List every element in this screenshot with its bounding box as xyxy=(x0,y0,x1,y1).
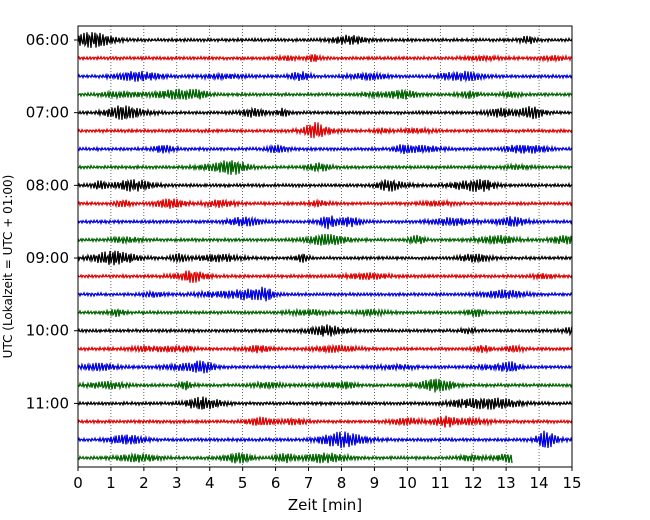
y-tick-label: 09:00 xyxy=(26,249,69,267)
seismogram-trace xyxy=(77,324,573,337)
seismogram-trace xyxy=(77,343,573,355)
seismogram-trace xyxy=(77,122,573,139)
x-tick-label: 3 xyxy=(172,474,182,492)
seismogram-trace xyxy=(77,88,573,101)
seismogram-trace xyxy=(77,286,573,302)
x-tick-label: 12 xyxy=(464,474,483,492)
seismogram-trace xyxy=(77,270,573,283)
seismogram-trace xyxy=(77,32,573,48)
x-tick-label: 15 xyxy=(562,474,581,492)
x-tick-label: 9 xyxy=(370,474,380,492)
x-tick-label: 0 xyxy=(73,474,83,492)
seismogram-trace xyxy=(77,378,573,393)
seismogram-trace xyxy=(77,215,573,230)
seismogram-trace xyxy=(77,430,573,449)
seismogram-trace xyxy=(77,360,573,374)
seismogram-trace xyxy=(77,250,573,266)
y-axis: 06:00 07:00 08:00 09:00 10:00 11:00 xyxy=(26,31,78,412)
seismogram-trace xyxy=(77,144,573,155)
seismogram-trace xyxy=(77,105,573,121)
x-tick-label: 5 xyxy=(238,474,248,492)
x-tick-label: 2 xyxy=(139,474,149,492)
seismogram-trace xyxy=(77,70,573,83)
y-tick-label: 10:00 xyxy=(26,322,69,340)
seismogram-trace xyxy=(77,307,573,318)
x-tick-label: 7 xyxy=(304,474,314,492)
seismogram-trace xyxy=(77,160,573,175)
x-axis-label: Zeit [min] xyxy=(288,496,362,514)
trace-group xyxy=(77,32,573,464)
seismogram-trace xyxy=(77,415,573,428)
seismogram-trace xyxy=(77,396,573,410)
y-tick-label: 07:00 xyxy=(26,104,69,122)
y-axis-label: UTC (Lokalzeit = UTC + 01:00) xyxy=(1,175,15,359)
x-tick-label: 11 xyxy=(431,474,450,492)
x-tick-label: 6 xyxy=(271,474,281,492)
y-tick-label: 11:00 xyxy=(26,394,69,412)
x-axis: 0 1 2 3 4 5 6 7 8 9 10 11 12 13 14 15 xyxy=(73,467,582,492)
y-tick-label: 08:00 xyxy=(26,176,69,194)
y-tick-label: 06:00 xyxy=(26,31,69,49)
x-tick-label: 4 xyxy=(205,474,215,492)
x-tick-label: 13 xyxy=(497,474,516,492)
x-tick-label: 8 xyxy=(337,474,347,492)
x-tick-label: 14 xyxy=(530,474,549,492)
seismogram-trace xyxy=(77,451,513,464)
x-tick-label: 10 xyxy=(398,474,417,492)
seismogram-trace xyxy=(77,233,573,247)
x-tick-label: 1 xyxy=(106,474,116,492)
seismogram-trace xyxy=(77,178,573,192)
seismogram-trace xyxy=(77,198,573,209)
seismogram-trace xyxy=(77,53,573,64)
plot-frame xyxy=(77,25,573,468)
